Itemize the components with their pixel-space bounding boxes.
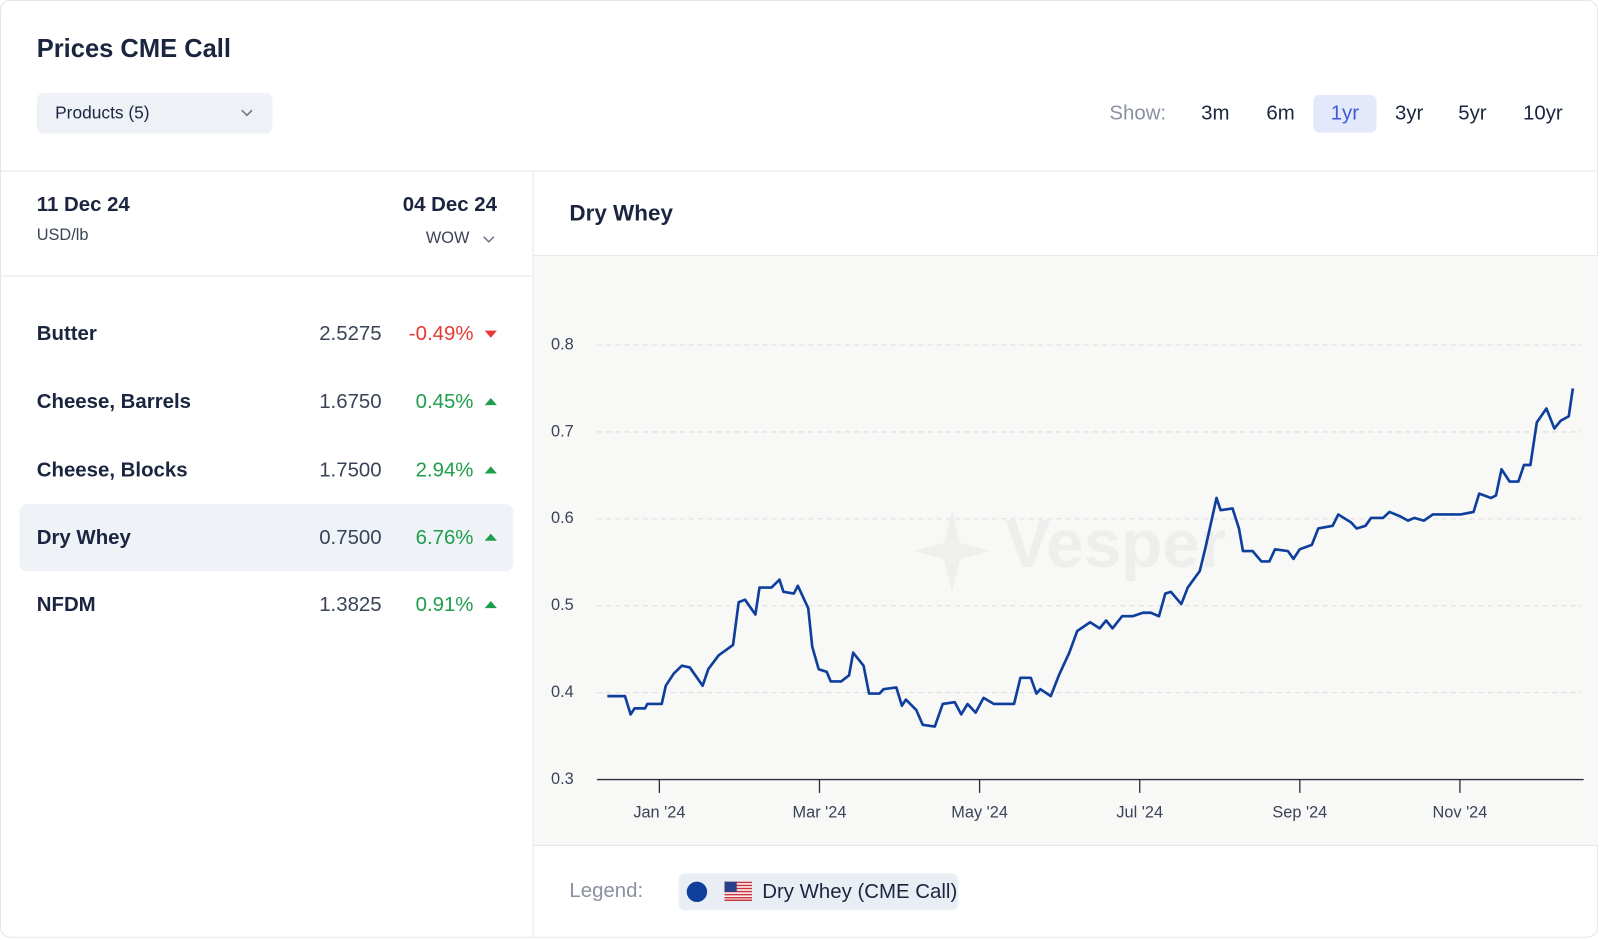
y-tick-label: 0.5	[551, 596, 574, 614]
product-name: NFDM	[36, 593, 96, 617]
price-row[interactable]: Dry Whey 0.7500 6.76%	[19, 504, 514, 572]
price: 1.6750	[319, 390, 382, 414]
dropdown-label: Products (5)	[55, 103, 150, 123]
trend-arrow	[484, 601, 497, 609]
price-row[interactable]: Cheese, Blocks 1.7500 2.94%	[19, 437, 513, 504]
trend-arrow	[484, 397, 497, 406]
watermark: Vesper	[1005, 507, 1226, 582]
products-dropdown[interactable]: Products (5)	[36, 92, 273, 134]
range-option[interactable]: 6m	[1266, 102, 1295, 125]
change: 0.45%	[415, 390, 474, 414]
price-row[interactable]: Butter 2.5275 -0.49%	[19, 300, 513, 367]
legend-item[interactable]: Dry Whey (CME Call)	[678, 873, 959, 911]
divider	[533, 255, 1598, 257]
trend-arrow	[484, 533, 497, 541]
legend-text: Dry Whey (CME Call)	[762, 880, 958, 904]
range-option[interactable]: 1yr	[1313, 94, 1377, 133]
price: 2.5275	[319, 322, 382, 345]
legend-swatch	[686, 881, 708, 903]
divider	[0, 170, 1598, 172]
price: 1.7500	[319, 459, 382, 482]
compare-date: 04 Dec 24	[402, 193, 497, 217]
divider	[0, 275, 533, 277]
range-option[interactable]: 3yr	[1394, 102, 1424, 125]
x-tick-label: Mar '24	[793, 804, 847, 822]
arrow	[484, 533, 497, 541]
trend-arrow	[484, 466, 497, 474]
page-title: Prices CME Call	[36, 34, 231, 64]
us-flag	[724, 881, 753, 902]
date: 11 Dec 24	[36, 193, 130, 217]
price-row[interactable]: NFDM 1.3825 0.91%	[19, 571, 513, 638]
x-tick-label: Jul '24	[1116, 804, 1163, 822]
unit: USD/lb	[36, 226, 89, 244]
divider	[532, 170, 534, 938]
x-tick-label: Sep '24	[1272, 804, 1327, 822]
compare-mode[interactable]: WOW	[425, 229, 470, 247]
x-tick-label: May '24	[951, 804, 1008, 822]
trend-arrow	[484, 330, 497, 338]
range-option[interactable]: 3m	[1201, 102, 1230, 125]
price-line	[607, 388, 1575, 728]
change: 0.91%	[415, 593, 474, 617]
y-tick-label: 0.3	[551, 770, 574, 788]
range-option[interactable]: 5yr	[1458, 102, 1487, 125]
arrow	[484, 397, 497, 406]
product-name: Butter	[36, 322, 97, 345]
chart-area	[533, 256, 1598, 845]
watermark-logo	[913, 510, 991, 592]
y-tick-label: 0.7	[551, 422, 574, 440]
change: 2.94%	[415, 459, 474, 482]
arrow	[484, 601, 497, 609]
price: 0.7500	[319, 526, 382, 549]
y-tick-label: 0.6	[551, 509, 574, 527]
chevron	[483, 236, 495, 243]
change: -0.49%	[408, 322, 474, 345]
price: 1.3825	[319, 593, 382, 617]
chart: Vesper 0.3 0.4 0.5 0.6 0.7 0.8 Jan '24 Mar '24 M…	[551, 335, 1584, 822]
divider	[533, 844, 1598, 846]
product-name: Dry Whey	[36, 526, 131, 549]
chart-title: Dry Whey	[569, 199, 673, 226]
x-tick-label: Jan '24	[633, 804, 685, 822]
show-label: Show:	[1109, 102, 1167, 125]
y-tick-label: 0.8	[551, 335, 574, 353]
legend-label: Legend:	[569, 879, 644, 903]
product-name: Cheese, Blocks	[36, 459, 188, 482]
product-name: Cheese, Barrels	[36, 390, 192, 414]
y-tick-label: 0.4	[551, 683, 574, 701]
arrow	[484, 466, 497, 474]
x-tick-label: Nov '24	[1433, 804, 1488, 822]
arrow	[484, 330, 497, 338]
range-option[interactable]: 10yr	[1522, 102, 1563, 125]
chevron	[241, 109, 253, 117]
price-row[interactable]: Cheese, Barrels 1.6750 0.45%	[19, 368, 513, 435]
change: 6.76%	[415, 526, 474, 549]
